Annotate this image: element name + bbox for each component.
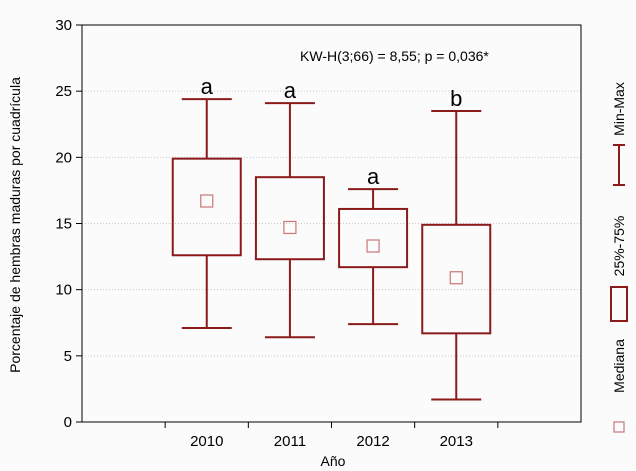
legend-label-iqr: 25%-75% [611, 216, 627, 277]
group-letter: a [201, 74, 214, 99]
x-tick-label: 2010 [190, 433, 223, 450]
legend-median-symbol [614, 422, 624, 432]
group-letter: a [284, 78, 297, 103]
x-axis-label: Año [321, 453, 346, 469]
y-tick-label: 20 [55, 149, 72, 166]
y-tick-label: 5 [64, 348, 72, 365]
group-letter: b [450, 86, 462, 111]
y-tick-label: 30 [55, 17, 72, 34]
legend-minmax: Min-Max [611, 82, 627, 185]
median-marker [367, 240, 379, 252]
iqr-box [339, 209, 407, 267]
median-marker [450, 272, 462, 284]
y-tick-label: 25 [55, 83, 72, 100]
kruskal-wallis-annotation: KW-H(3;66) = 8,55; p = 0,036* [300, 48, 489, 64]
x-tick-label: 2011 [274, 433, 306, 450]
median-marker [201, 195, 213, 207]
legend-iqr: 25%-75% [611, 216, 627, 321]
y-tick-label: 10 [55, 282, 72, 299]
gridlines [82, 91, 581, 356]
y-tick-label: 0 [64, 414, 72, 431]
iqr-box [256, 177, 324, 259]
y-tick-label: 15 [55, 216, 72, 233]
box-2012: a [339, 164, 407, 324]
legend: Min-Max 25%-75% Mediana [611, 82, 627, 432]
box-2011: a [256, 78, 324, 337]
legend-median: Mediana [611, 339, 627, 432]
x-axis-ticks: 2010 2011 2012 2013 [165, 422, 498, 450]
box-2010: a [173, 74, 241, 328]
legend-box-symbol [611, 287, 627, 321]
group-letter: a [367, 164, 380, 189]
box-series: a a a b [173, 74, 491, 399]
legend-label-minmax: Min-Max [611, 82, 627, 136]
box-2013: b [422, 86, 490, 399]
legend-label-median: Mediana [611, 339, 627, 393]
x-tick-label: 2013 [440, 433, 473, 450]
iqr-box [422, 225, 490, 334]
y-axis-ticks: 0 5 10 15 20 25 30 [55, 17, 82, 431]
y-axis-label: Porcentaje de hembras maduras por cuadrí… [7, 77, 23, 373]
x-tick-label: 2012 [356, 433, 389, 450]
